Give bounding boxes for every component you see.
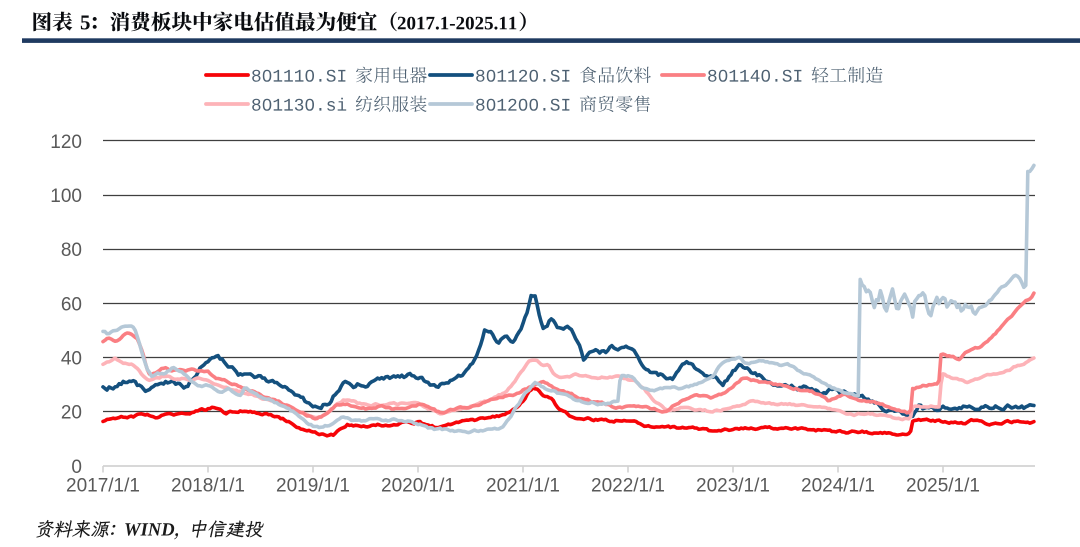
svg-text:60: 60 bbox=[61, 294, 82, 315]
svg-text:2020/1/1: 2020/1/1 bbox=[381, 476, 455, 497]
svg-text:2018/1/1: 2018/1/1 bbox=[171, 476, 245, 497]
svg-text:2022/1/1: 2022/1/1 bbox=[591, 476, 665, 497]
svg-text:2025/1/1: 2025/1/1 bbox=[906, 476, 980, 497]
svg-text:100: 100 bbox=[50, 186, 82, 207]
svg-text:20: 20 bbox=[61, 403, 82, 424]
svg-text:120: 120 bbox=[50, 132, 82, 153]
svg-text:2017/1/1: 2017/1/1 bbox=[66, 476, 140, 497]
svg-text:40: 40 bbox=[61, 349, 82, 370]
svg-text:0: 0 bbox=[71, 457, 82, 478]
svg-text:2019/1/1: 2019/1/1 bbox=[276, 476, 350, 497]
svg-text:2021/1/1: 2021/1/1 bbox=[486, 476, 560, 497]
svg-text:80: 80 bbox=[61, 240, 82, 261]
svg-text:2024/1/1: 2024/1/1 bbox=[801, 476, 875, 497]
svg-text:2023/1/1: 2023/1/1 bbox=[696, 476, 770, 497]
